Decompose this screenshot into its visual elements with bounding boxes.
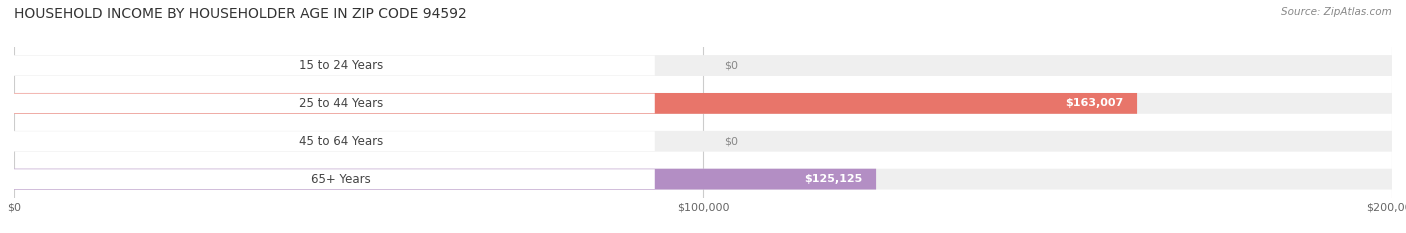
FancyBboxPatch shape (0, 93, 655, 113)
Text: $0: $0 (724, 61, 738, 71)
FancyBboxPatch shape (14, 169, 876, 189)
FancyBboxPatch shape (0, 169, 655, 189)
FancyBboxPatch shape (14, 93, 1392, 114)
Text: Source: ZipAtlas.com: Source: ZipAtlas.com (1281, 7, 1392, 17)
Text: 65+ Years: 65+ Years (312, 173, 371, 186)
Text: $125,125: $125,125 (804, 174, 862, 184)
Text: 45 to 64 Years: 45 to 64 Years (299, 135, 384, 148)
Text: 25 to 44 Years: 25 to 44 Years (299, 97, 384, 110)
Text: 15 to 24 Years: 15 to 24 Years (299, 59, 384, 72)
FancyBboxPatch shape (14, 169, 1392, 189)
FancyBboxPatch shape (14, 93, 1137, 114)
FancyBboxPatch shape (0, 131, 655, 151)
Text: HOUSEHOLD INCOME BY HOUSEHOLDER AGE IN ZIP CODE 94592: HOUSEHOLD INCOME BY HOUSEHOLDER AGE IN Z… (14, 7, 467, 21)
FancyBboxPatch shape (0, 56, 655, 75)
Text: $0: $0 (724, 136, 738, 146)
FancyBboxPatch shape (14, 131, 1392, 152)
Text: $163,007: $163,007 (1066, 98, 1123, 108)
FancyBboxPatch shape (14, 55, 1392, 76)
